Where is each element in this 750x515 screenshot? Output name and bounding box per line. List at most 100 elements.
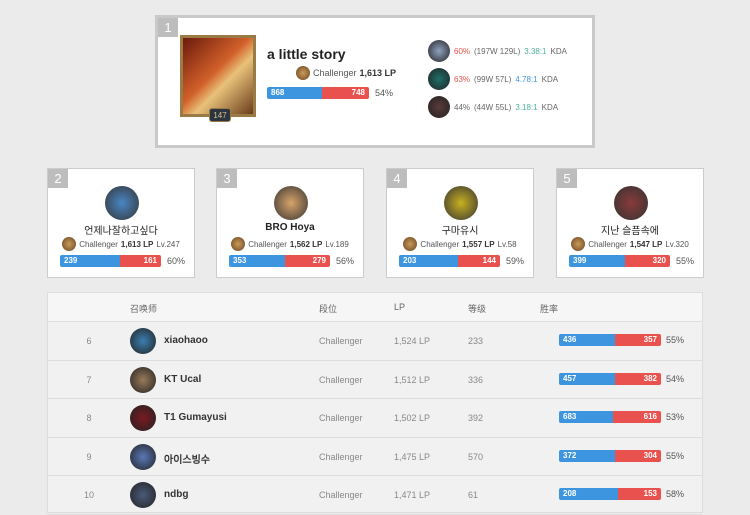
lp: 1,475 LP [394, 451, 431, 462]
rank: 7 [86, 374, 92, 385]
player-name[interactable]: xiaohaoo [164, 335, 208, 346]
tier-info: Challenger 1,613 LP [296, 66, 396, 80]
champion-record: (197W 129L) [474, 46, 521, 56]
losses: 161 [120, 255, 161, 267]
player-avatar [444, 186, 478, 220]
player-avatar [130, 366, 156, 393]
top-player-card[interactable]: 1 147 a little story Challenger 1,613 LP… [155, 15, 595, 148]
losses: 153 [618, 488, 661, 500]
player-card[interactable]: 4 구마유시 Challenger 1,557 LP Lv.58 203 144 59% [386, 168, 534, 278]
losses: 320 [625, 255, 670, 267]
winloss: 372 304 55% [559, 449, 685, 462]
wins: 353 [229, 255, 285, 267]
player-avatar [105, 186, 139, 220]
table-header: 召唤师 段位 LP 等级 胜率 [48, 293, 702, 322]
rank-badge: 1 [158, 18, 178, 37]
losses: 382 [615, 372, 661, 385]
lp-value: 1,557 LP [462, 239, 495, 249]
champion-stat[interactable]: 60% (197W 129L) 3.38:1 KDA [428, 40, 567, 62]
player-name[interactable]: T1 Gumayusi [164, 412, 227, 423]
level: 392 [468, 413, 484, 423]
challenger-emblem-icon [296, 66, 310, 80]
player-name[interactable]: 지난 슬픔속에 [601, 226, 659, 237]
wins: 457 [559, 372, 615, 385]
tier-info: Challenger 1,557 LP Lv.58 [387, 237, 533, 251]
winloss: 208 153 58% [559, 488, 684, 500]
tier: Challenger [319, 413, 363, 423]
winloss: 203 144 59% [399, 255, 524, 267]
player-name[interactable]: 구마유시 [441, 226, 479, 237]
level: 336 [468, 374, 484, 385]
winloss: 436 357 55% [559, 334, 684, 346]
lp-value: 1,562 LP [289, 239, 323, 249]
tier-info: Challenger 1,613 LP Lv.247 [48, 237, 194, 251]
champion-kda: 4.78:1 [515, 74, 538, 84]
champion-stat[interactable]: 44% (44W 55L) 3.18:1 KDA [428, 96, 558, 118]
player-avatar [130, 328, 156, 354]
player-avatar [130, 482, 156, 508]
lp: 1,471 LP [394, 490, 431, 500]
player-name[interactable]: KT Ucal [164, 373, 202, 385]
tier: Challenger [319, 490, 363, 500]
losses: 144 [458, 255, 500, 267]
winloss: 239 161 60% [60, 255, 185, 267]
tier-info: Challenger 1,562 LP Lv.189 [217, 237, 363, 251]
losses: 357 [615, 334, 661, 346]
player-card[interactable]: 3 BRO Hoya Challenger 1,562 LP Lv.189 353 279 5… [216, 168, 364, 278]
winloss-bar: 353 279 [229, 255, 330, 267]
winloss-bar: 436 357 [559, 334, 661, 346]
level: 233 [468, 336, 484, 346]
rank: 9 [86, 451, 92, 462]
table-row[interactable]: 8 T1 Gumayusi Challenger 1,502 LP 392 683 616 5… [48, 399, 702, 438]
header-summoner: 召唤师 [130, 304, 158, 314]
player-card[interactable]: 2 언제나잘하고싶다 Challenger 1,613 LP Lv.247 239 161 6… [47, 168, 195, 278]
winloss: 868 748 54% [267, 87, 393, 99]
winrate: 58% [666, 489, 685, 499]
losses: 304 [615, 449, 661, 462]
champion-winrate: 44% [454, 102, 471, 112]
header-winrate: 胜率 [540, 304, 559, 314]
losses: 616 [613, 411, 661, 423]
level-badge: 147 [209, 108, 231, 122]
rank-badge: 5 [557, 169, 577, 188]
winloss-bar: 457 382 [559, 372, 661, 385]
champion-icon [428, 68, 450, 90]
player-name[interactable]: ndbg [164, 489, 189, 500]
level-value: Lv.247 [156, 239, 180, 249]
champion-icon [428, 96, 450, 118]
player-avatar [614, 186, 648, 220]
player-card[interactable]: 5 지난 슬픔속에 Challenger 1,547 LP Lv.320 399 320 55… [556, 168, 704, 278]
winloss: 683 616 53% [559, 411, 684, 423]
table-row[interactable]: 10 ndbg Challenger 1,471 LP 61 208 153 58% [48, 476, 702, 515]
table-row[interactable]: 6 xiaohaoo Challenger 1,524 LP 233 436 357 55% [48, 322, 702, 361]
champion-winrate: 63% [454, 74, 471, 84]
ranking-table: 召唤师 段位 LP 等级 胜率 6 xiaohaoo Challenger 1,524… [47, 292, 703, 515]
tier: Challenger [319, 451, 363, 462]
player-name[interactable]: 아이스빙수 [164, 454, 210, 466]
champion-stat[interactable]: 63% (99W 57L) 4.78:1 KDA [428, 68, 558, 90]
losses: 748 [322, 87, 369, 99]
winrate: 56% [336, 256, 355, 266]
winloss-bar: 372 304 [559, 449, 661, 462]
lp: 1,502 LP [394, 413, 431, 423]
lp-value: 1,613 LP [120, 239, 154, 249]
winloss-bar: 208 153 [559, 488, 661, 500]
tier: Challenger [319, 336, 363, 346]
winrate: 53% [666, 412, 685, 422]
player-name[interactable]: 언제나잘하고싶다 [84, 226, 158, 237]
winrate: 55% [666, 450, 685, 461]
player-name[interactable]: BRO Hoya [265, 222, 315, 233]
header-level: 等级 [468, 304, 487, 314]
table-row[interactable]: 7 KT Ucal Challenger 1,512 LP 336 457 382 54% [48, 361, 702, 399]
winloss: 399 320 55% [569, 255, 694, 267]
wins: 399 [569, 255, 625, 267]
player-avatar [274, 186, 308, 220]
winrate: 54% [666, 373, 685, 384]
level-value: Lv.58 [497, 239, 517, 249]
lp-value: 1,613 LP [359, 68, 397, 78]
tier-label: Challenger [588, 239, 627, 249]
table-row[interactable]: 9 아이스빙수 Challenger 1,475 LP 570 372 304 55% [48, 438, 702, 476]
player-name[interactable]: a little story [267, 46, 346, 62]
header-tier: 段位 [319, 304, 338, 314]
kda-label: KDA [541, 74, 559, 84]
